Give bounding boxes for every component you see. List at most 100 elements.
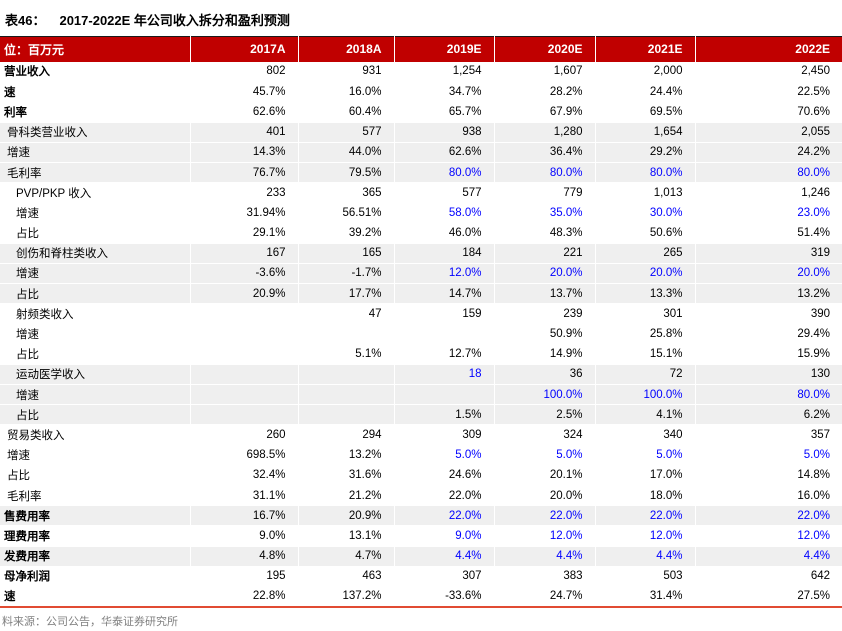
value-cell: 62.6% <box>394 142 495 163</box>
value-cell: 159 <box>394 303 495 325</box>
value-cell: 4.7% <box>298 546 395 567</box>
value-cell: 307 <box>394 566 495 587</box>
unit-label: 位：百万元 <box>0 36 191 62</box>
value-cell: 5.1% <box>298 344 395 365</box>
value-cell: 58.0% <box>394 202 495 224</box>
row-label: 占比 <box>0 465 191 486</box>
value-cell: 29.4% <box>695 323 842 345</box>
table-title: 表46： 2017-2022E 年公司收入拆分和盈利预测 <box>0 0 842 36</box>
value-cell: 9.0% <box>394 525 495 547</box>
table-row: 增速 50.9% 25.8% 29.4% <box>0 323 842 345</box>
table-number: 表46： <box>5 13 46 28</box>
value-cell: 24.6% <box>394 465 495 486</box>
value-cell: 383 <box>494 566 596 587</box>
value-cell: 22.0% <box>695 505 842 527</box>
table-row: 速 22.8% 137.2% -33.6% 24.7% 31.4% 27.5% <box>0 586 842 608</box>
value-cell: 390 <box>695 303 842 325</box>
value-cell: 31.94% <box>190 202 299 224</box>
value-cell: 80.0% <box>695 162 842 184</box>
row-label: 发费用率 <box>0 546 191 567</box>
table-row: 营业收入 802 931 1,254 1,607 2,000 2,450 <box>0 61 842 83</box>
row-label: 毛利率 <box>0 162 191 184</box>
row-label: 速 <box>0 81 191 103</box>
row-label: 毛利率 <box>0 485 191 507</box>
row-label: 骨科类营业收入 <box>0 122 191 143</box>
value-cell: 5.0% <box>695 445 842 466</box>
table-row: 贸易类收入 260 294 309 324 340 357 <box>0 424 842 446</box>
value-cell: 642 <box>695 566 842 587</box>
table-row: 增速 31.94% 56.51% 58.0% 35.0% 30.0% 23.0% <box>0 202 842 224</box>
value-cell <box>298 323 395 345</box>
value-cell: 221 <box>494 243 596 264</box>
column-header: 2021E <box>595 36 696 62</box>
table-row: PVP/PKP 收入 233 365 577 779 1,013 1,246 <box>0 182 842 204</box>
value-cell: 44.0% <box>298 142 395 163</box>
value-cell: 20.1% <box>494 465 596 486</box>
value-cell: 14.9% <box>494 344 596 365</box>
value-cell: 24.4% <box>595 81 696 103</box>
value-cell: 16.0% <box>298 81 395 103</box>
value-cell: 22.0% <box>494 505 596 527</box>
value-cell: 22.8% <box>190 586 299 608</box>
table-row: 毛利率 76.7% 79.5% 80.0% 80.0% 80.0% 80.0% <box>0 162 842 184</box>
value-cell: 2,055 <box>695 122 842 143</box>
value-cell: 35.0% <box>494 202 596 224</box>
value-cell: 14.3% <box>190 142 299 163</box>
row-label: 创伤和脊柱类收入 <box>0 243 191 264</box>
value-cell: 4.4% <box>695 546 842 567</box>
value-cell: 503 <box>595 566 696 587</box>
value-cell: 36.4% <box>494 142 596 163</box>
value-cell <box>394 323 495 345</box>
value-cell: 9.0% <box>190 525 299 547</box>
value-cell: -33.6% <box>394 586 495 608</box>
value-cell: 31.1% <box>190 485 299 507</box>
value-cell: 309 <box>394 424 495 446</box>
row-label: 增速 <box>0 142 191 163</box>
table-row: 占比 5.1% 12.7% 14.9% 15.1% 15.9% <box>0 344 842 365</box>
value-cell: 401 <box>190 122 299 143</box>
row-label: 增速 <box>0 323 191 345</box>
value-cell: 20.0% <box>695 263 842 285</box>
value-cell: 20.9% <box>298 505 395 527</box>
value-cell: 15.9% <box>695 344 842 365</box>
value-cell: 36 <box>494 364 596 386</box>
value-cell: 5.0% <box>595 445 696 466</box>
table-row: 理费用率 9.0% 13.1% 9.0% 12.0% 12.0% 12.0% <box>0 525 842 547</box>
value-cell: 130 <box>695 364 842 386</box>
value-cell: 45.7% <box>190 81 299 103</box>
value-cell: 5.0% <box>494 445 596 466</box>
value-cell: 30.0% <box>595 202 696 224</box>
value-cell <box>298 364 395 386</box>
value-cell: 12.0% <box>394 263 495 285</box>
value-cell: 100.0% <box>595 384 696 406</box>
value-cell: 577 <box>394 182 495 204</box>
table-row: 占比 29.1% 39.2% 46.0% 48.3% 50.6% 51.4% <box>0 223 842 244</box>
value-cell: 16.7% <box>190 505 299 527</box>
value-cell: 16.0% <box>695 485 842 507</box>
value-cell: 4.8% <box>190 546 299 567</box>
value-cell: -1.7% <box>298 263 395 285</box>
value-cell: 29.1% <box>190 223 299 244</box>
value-cell: 32.4% <box>190 465 299 486</box>
value-cell: 938 <box>394 122 495 143</box>
value-cell: 50.9% <box>494 323 596 345</box>
value-cell: 931 <box>298 61 395 83</box>
value-cell: 22.5% <box>695 81 842 103</box>
row-label: PVP/PKP 收入 <box>0 182 191 204</box>
value-cell: 233 <box>190 182 299 204</box>
row-label: 母净利润 <box>0 566 191 587</box>
row-label: 占比 <box>0 223 191 244</box>
value-cell: 239 <box>494 303 596 325</box>
value-cell <box>298 404 395 426</box>
value-cell: 100.0% <box>494 384 596 406</box>
value-cell: 25.8% <box>595 323 696 345</box>
value-cell <box>298 384 395 406</box>
value-cell: 319 <box>695 243 842 264</box>
table-row: 增速 14.3% 44.0% 62.6% 36.4% 29.2% 24.2% <box>0 142 842 163</box>
value-cell <box>190 323 299 345</box>
value-cell: 698.5% <box>190 445 299 466</box>
value-cell: 20.0% <box>595 263 696 285</box>
value-cell: 80.0% <box>695 384 842 406</box>
value-cell: 463 <box>298 566 395 587</box>
